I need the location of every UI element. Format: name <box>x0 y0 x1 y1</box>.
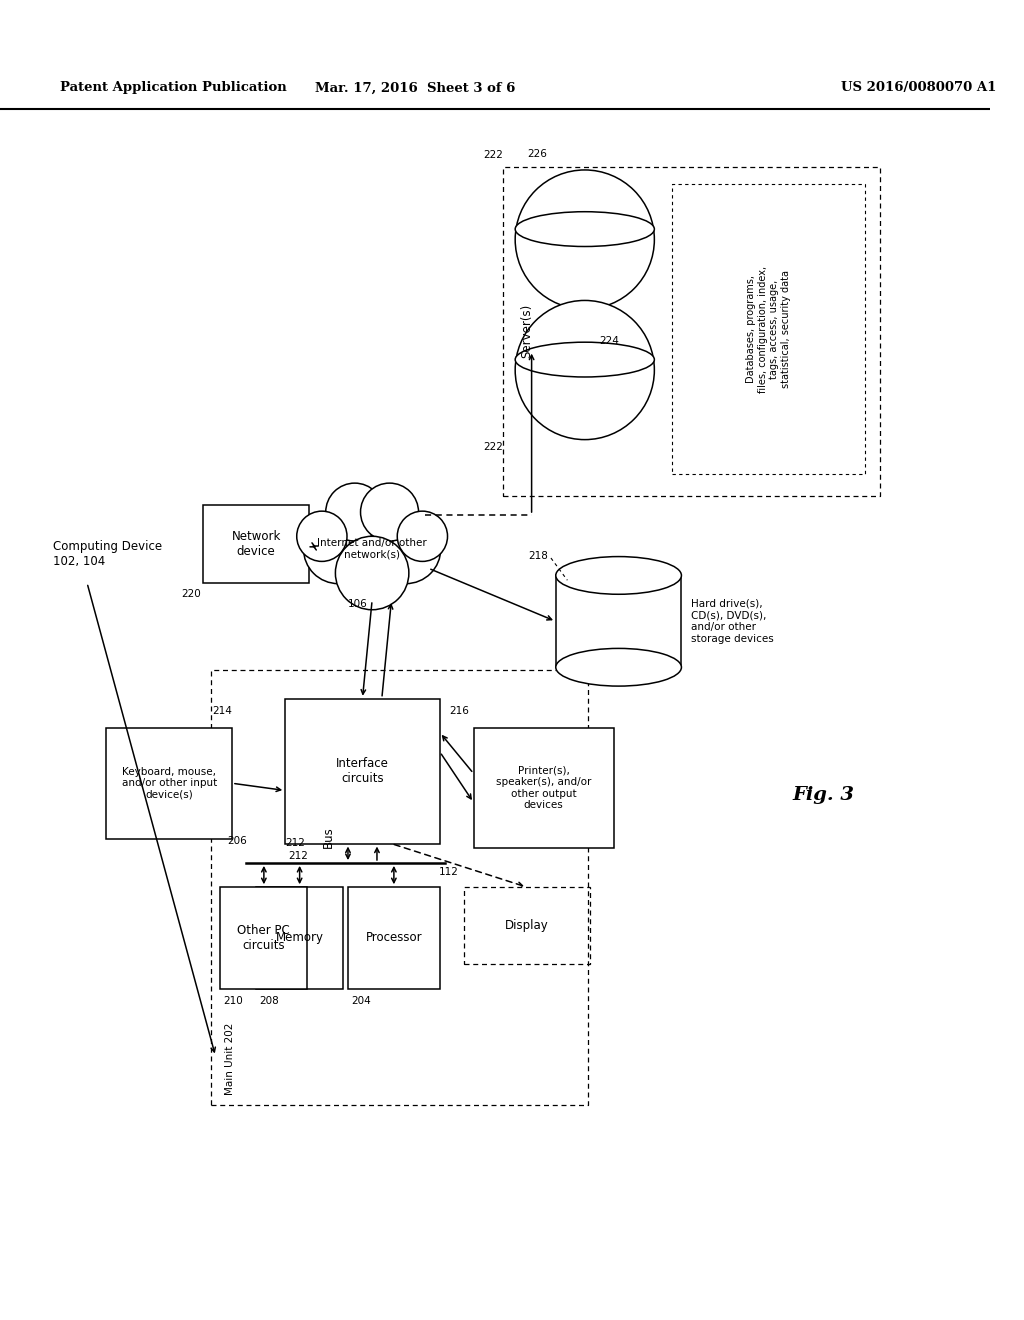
Bar <box>203 506 309 582</box>
Ellipse shape <box>515 342 654 378</box>
Text: Databases, programs,
files, configuration, index,
tags, access, usage,
statistic: Databases, programs, files, configuratio… <box>746 265 791 393</box>
Bar <box>285 698 439 843</box>
Text: 212: 212 <box>285 838 305 849</box>
Bar <box>220 887 307 989</box>
Circle shape <box>371 513 440 583</box>
Circle shape <box>515 170 654 309</box>
Text: Hard drive(s),
CD(s), DVD(s),
and/or other
storage devices: Hard drive(s), CD(s), DVD(s), and/or oth… <box>691 599 774 644</box>
Text: Patent Application Publication: Patent Application Publication <box>60 82 287 94</box>
Text: Memory: Memory <box>275 932 324 944</box>
Bar <box>672 185 865 474</box>
Text: Network
device: Network device <box>231 531 281 558</box>
Bar <box>256 887 343 989</box>
Text: 214: 214 <box>212 706 232 715</box>
Text: Processor: Processor <box>366 932 422 944</box>
Bar <box>503 168 880 496</box>
Text: Display: Display <box>505 919 549 932</box>
Text: 212: 212 <box>288 851 308 862</box>
Bar <box>556 576 681 667</box>
Ellipse shape <box>515 211 654 247</box>
Text: 222: 222 <box>483 442 504 451</box>
Circle shape <box>336 536 409 610</box>
Text: 220: 220 <box>181 589 201 599</box>
Bar <box>474 727 613 849</box>
Circle shape <box>515 301 654 440</box>
Circle shape <box>397 511 447 561</box>
Circle shape <box>297 511 347 561</box>
Text: Keyboard, mouse,
and/or other input
device(s): Keyboard, mouse, and/or other input devi… <box>122 767 217 800</box>
Text: Other PC
circuits: Other PC circuits <box>238 924 290 952</box>
Bar <box>211 669 588 1105</box>
Text: 216: 216 <box>449 706 469 715</box>
Text: Bus: Bus <box>323 826 335 849</box>
Text: 106: 106 <box>347 599 368 609</box>
Bar <box>464 887 590 965</box>
Circle shape <box>303 513 373 583</box>
Text: 204: 204 <box>351 997 371 1006</box>
Text: US 2016/0080070 A1: US 2016/0080070 A1 <box>841 82 996 94</box>
Text: Fig. 3: Fig. 3 <box>793 787 855 804</box>
Text: 224: 224 <box>599 337 620 346</box>
Bar <box>348 887 439 989</box>
Text: Internet and/or other
network(s): Internet and/or other network(s) <box>317 539 427 560</box>
Text: Computing Device
102, 104: Computing Device 102, 104 <box>53 540 162 568</box>
Text: Mar. 17, 2016  Sheet 3 of 6: Mar. 17, 2016 Sheet 3 of 6 <box>315 82 516 94</box>
Text: 222: 222 <box>483 150 504 160</box>
Text: 218: 218 <box>528 550 548 561</box>
Text: Server(s): Server(s) <box>520 304 534 359</box>
Ellipse shape <box>556 648 681 686</box>
Text: 206: 206 <box>227 836 247 846</box>
Circle shape <box>326 483 384 541</box>
Text: 226: 226 <box>526 149 547 160</box>
Text: Interface
circuits: Interface circuits <box>336 758 389 785</box>
Text: Main Unit 202: Main Unit 202 <box>225 1023 236 1096</box>
Ellipse shape <box>556 557 681 594</box>
Bar <box>106 727 232 838</box>
Text: 210: 210 <box>223 997 243 1006</box>
Text: Printer(s),
speaker(s), and/or
other output
devices: Printer(s), speaker(s), and/or other out… <box>496 766 592 810</box>
Text: 208: 208 <box>259 997 279 1006</box>
Circle shape <box>360 483 419 541</box>
Circle shape <box>326 498 419 590</box>
Text: 112: 112 <box>439 867 459 878</box>
